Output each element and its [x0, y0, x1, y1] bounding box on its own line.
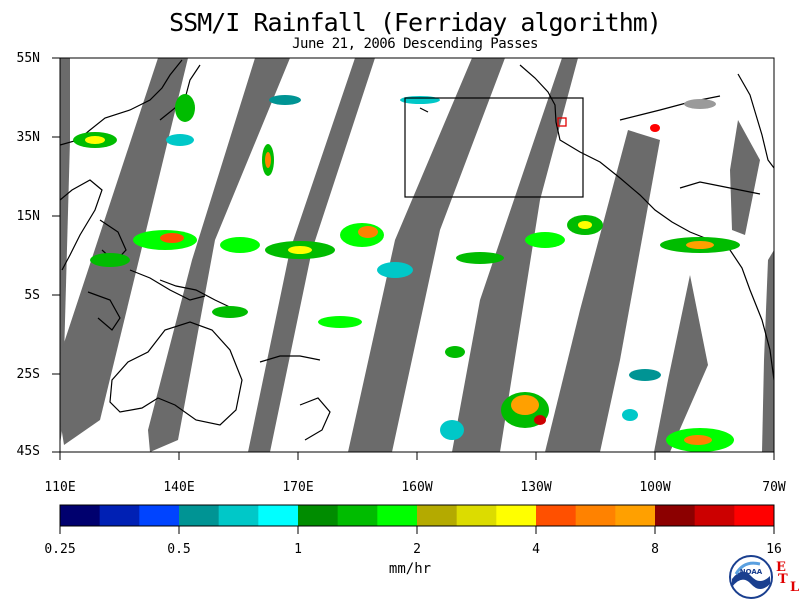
- colorbar-swatch: [99, 505, 140, 526]
- lat-label-55n: 55N: [16, 51, 40, 66]
- lon-label-170e: 170E: [282, 480, 314, 495]
- colorbar-swatch: [694, 505, 735, 526]
- noaa-logo-text: NOAA: [740, 568, 763, 576]
- lon-label-130w: 130W: [520, 480, 552, 495]
- colorbar-swatch: [615, 505, 656, 526]
- axis-ticks: [52, 57, 775, 460]
- colorbar-swatch: [377, 505, 418, 526]
- colorbar-swatch: [179, 505, 220, 526]
- colorbar-swatch: [218, 505, 259, 526]
- lon-label-140e: 140E: [163, 480, 195, 495]
- colorbar: [59, 504, 775, 534]
- region-box: [404, 97, 584, 198]
- location-marker: [557, 117, 567, 127]
- lat-label-25s: 25S: [16, 367, 40, 382]
- lon-label-100w: 100W: [639, 480, 671, 495]
- lon-label-70w: 70W: [762, 480, 786, 495]
- colorbar-swatch: [496, 505, 537, 526]
- colorbar-swatch: [456, 505, 497, 526]
- map-subtitle: June 21, 2006 Descending Passes: [292, 36, 538, 52]
- colorbar-label-2: 2: [413, 542, 421, 557]
- lat-label-35n: 35N: [16, 130, 40, 145]
- colorbar-units: mm/hr: [388, 561, 432, 577]
- noaa-logo: NOAA: [729, 555, 773, 599]
- colorbar-swatch: [536, 505, 577, 526]
- colorbar-label-0-5: 0.5: [167, 542, 191, 557]
- colorbar-label-1: 1: [294, 542, 302, 557]
- colorbar-swatch: [734, 505, 775, 526]
- etl-mark-l: L: [790, 580, 800, 595]
- colorbar-label-4: 4: [532, 542, 540, 557]
- colorbar-swatch: [575, 505, 616, 526]
- lat-label-15n: 15N: [16, 209, 40, 224]
- colorbar-swatch: [417, 505, 458, 526]
- colorbar-swatch: [655, 505, 696, 526]
- colorbar-swatch: [337, 505, 378, 526]
- colorbar-label-16: 16: [766, 542, 782, 557]
- colorbar-swatch: [298, 505, 339, 526]
- lat-label-5s: 5S: [24, 288, 40, 303]
- lat-label-45s: 45S: [16, 444, 40, 459]
- colorbar-label-0-25: 0.25: [44, 542, 76, 557]
- etl-mark-e: E: [776, 560, 786, 575]
- colorbar-swatch: [60, 505, 101, 526]
- colorbar-swatch: [139, 505, 180, 526]
- rain-patches: [73, 94, 740, 452]
- map-title: SSM/I Rainfall (Ferriday algorithm): [169, 8, 662, 37]
- etl-mark-t: T: [778, 572, 788, 587]
- colorbar-label-8: 8: [651, 542, 659, 557]
- lon-label-160w: 160W: [401, 480, 433, 495]
- swath-gaps: [60, 58, 774, 452]
- colorbar-swatch: [258, 505, 299, 526]
- lon-label-110e: 110E: [44, 480, 76, 495]
